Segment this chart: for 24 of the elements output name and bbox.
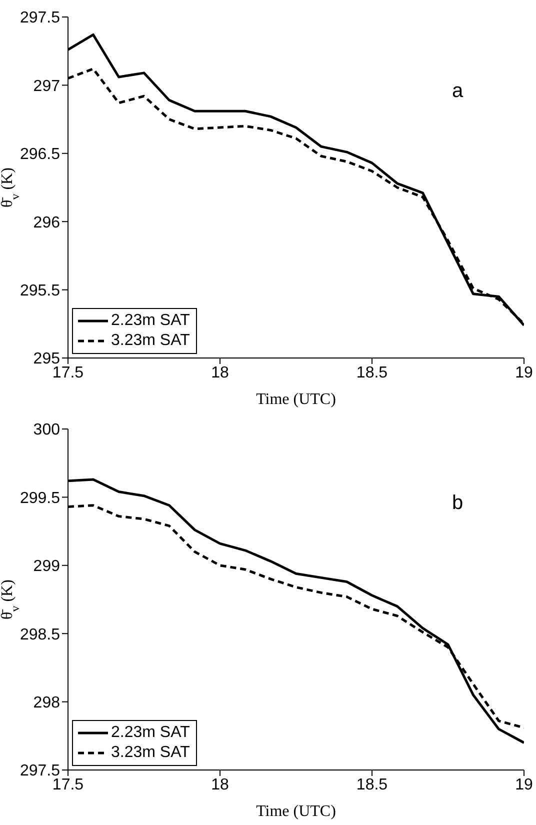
legend-label: 3.23m SAT [111, 331, 190, 351]
x-tick-label: 19 [515, 364, 533, 382]
legend-label: 2.23m SAT [111, 311, 190, 331]
x-tick-label: 18 [211, 776, 229, 794]
y-tick-label: 296.5 [20, 146, 60, 164]
legend-label: 3.23m SAT [111, 743, 190, 763]
y-tick-label: 299 [33, 558, 60, 576]
legend-label: 2.23m SAT [111, 723, 190, 743]
y-tick-label: 300 [33, 422, 60, 439]
x-tick-label: 18.5 [356, 364, 388, 382]
y-tick-label: 297 [33, 78, 60, 95]
y-tick-label: 298.5 [20, 626, 60, 644]
x-tick-label: 18 [211, 364, 229, 382]
x-axis-title: Time (UTC) [256, 391, 336, 408]
y-tick-label: 296 [33, 214, 60, 232]
annotation: b [452, 492, 464, 515]
annotation: a [452, 80, 464, 103]
x-tick-label: 19 [515, 776, 533, 794]
x-tick-label: 18.5 [356, 776, 388, 794]
y-tick-label: 299.5 [20, 490, 60, 507]
y-tick-label: 298 [33, 694, 60, 712]
y-tick-label: 297.5 [20, 10, 60, 27]
x-axis-title: Time (UTC) [256, 803, 336, 820]
y-tick-label: 295.5 [20, 282, 60, 300]
